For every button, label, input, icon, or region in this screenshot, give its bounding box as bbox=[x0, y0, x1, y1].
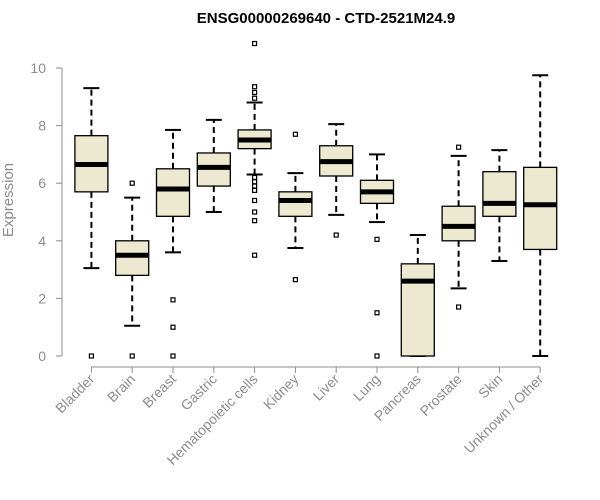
outlier-point bbox=[252, 84, 258, 90]
outlier-point bbox=[252, 187, 258, 193]
outlier-point bbox=[129, 180, 135, 186]
box-8 bbox=[400, 234, 435, 357]
box-11 bbox=[523, 74, 558, 357]
y-tick-label: 0 bbox=[38, 348, 46, 364]
box-3 bbox=[196, 118, 231, 213]
outlier-point bbox=[88, 353, 95, 359]
box-7 bbox=[359, 153, 395, 359]
chart-title: ENSG00000269640 - CTD-2521M24.9 bbox=[197, 10, 456, 27]
outlier-point bbox=[252, 40, 258, 47]
box-10 bbox=[482, 149, 517, 262]
outlier-point bbox=[170, 324, 176, 330]
outlier-point bbox=[252, 197, 258, 204]
box-iqr bbox=[482, 171, 517, 217]
box-2 bbox=[155, 128, 191, 359]
y-axis-title: Expression bbox=[0, 163, 17, 237]
y-tick-label: 10 bbox=[30, 60, 46, 76]
box-iqr bbox=[278, 191, 313, 217]
outlier-point bbox=[374, 310, 380, 316]
x-tick-label: Prostate bbox=[417, 371, 465, 419]
box-9 bbox=[441, 144, 476, 310]
outlier-point bbox=[252, 174, 258, 181]
y-axis: 0 2 4 6 8 10 bbox=[30, 60, 63, 364]
x-tick-label: Kidney bbox=[260, 371, 302, 413]
y-tick-label: 4 bbox=[38, 233, 46, 249]
y-tick-label: 6 bbox=[38, 175, 46, 191]
box-iqr bbox=[115, 240, 150, 277]
outlier-point bbox=[456, 304, 462, 310]
x-tick-label: Brain bbox=[104, 371, 138, 405]
x-tick-label: Liver bbox=[310, 371, 343, 404]
outlier-point bbox=[252, 218, 258, 224]
boxes-group bbox=[74, 40, 558, 359]
outlier-point bbox=[170, 297, 176, 303]
outlier-point bbox=[252, 179, 258, 185]
outlier-point bbox=[374, 353, 380, 359]
outlier-point bbox=[252, 252, 258, 258]
box-1 bbox=[115, 180, 150, 359]
box-iqr bbox=[523, 166, 558, 251]
x-tick-label: Lung bbox=[350, 371, 383, 404]
box-6 bbox=[319, 123, 354, 238]
outlier-point bbox=[252, 89, 258, 96]
outlier-point bbox=[252, 209, 258, 215]
outlier-point bbox=[456, 144, 462, 150]
outlier-point bbox=[252, 95, 258, 101]
box-iqr bbox=[155, 168, 191, 217]
outlier-point bbox=[252, 183, 258, 189]
y-tick-label: 8 bbox=[38, 118, 46, 134]
outlier-point bbox=[333, 232, 339, 238]
outlier-point bbox=[170, 353, 176, 359]
outlier-point bbox=[292, 277, 298, 283]
box-iqr bbox=[441, 205, 476, 242]
x-tick-label: Bladder bbox=[52, 371, 98, 417]
y-tick-label: 2 bbox=[38, 290, 46, 306]
outlier-point bbox=[292, 131, 298, 137]
outlier-point bbox=[129, 353, 135, 359]
box-iqr bbox=[400, 263, 435, 357]
box-5 bbox=[278, 131, 313, 283]
box-0 bbox=[74, 87, 109, 359]
outlier-point bbox=[374, 236, 380, 242]
x-tick-label: Skin bbox=[475, 371, 506, 402]
x-tick-label: Breast bbox=[139, 371, 179, 411]
box-4 bbox=[237, 40, 272, 258]
